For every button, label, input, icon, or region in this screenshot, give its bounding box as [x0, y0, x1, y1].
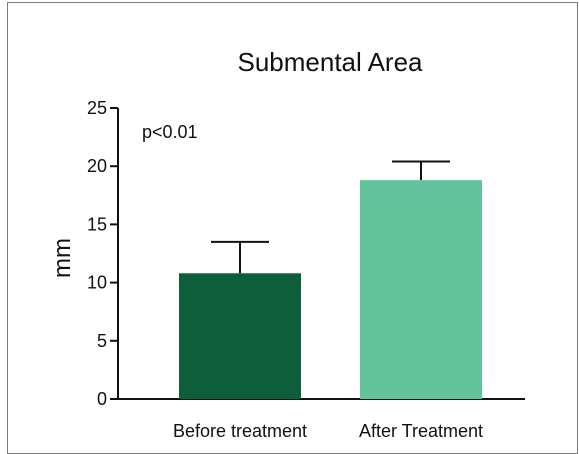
y-axis-label: mm [49, 238, 76, 278]
bar [179, 273, 301, 399]
bar [360, 180, 482, 399]
y-tick-label: 15 [87, 214, 107, 234]
x-tick-label: After Treatment [359, 421, 483, 441]
y-tick-label: 10 [87, 273, 107, 293]
y-tick-label: 25 [87, 98, 107, 118]
x-axis-labels: Before treatment After Treatment [173, 421, 483, 441]
y-axis-ticks: 0 5 10 15 20 25 [87, 98, 118, 409]
y-tick-label: 20 [87, 156, 107, 176]
p-value-annotation: p<0.01 [142, 122, 198, 142]
bars-group [179, 160, 482, 399]
chart-title: Submental Area [237, 47, 423, 77]
y-tick-label: 5 [97, 331, 107, 351]
y-tick-label: 0 [97, 389, 107, 409]
x-tick-label: Before treatment [173, 421, 307, 441]
